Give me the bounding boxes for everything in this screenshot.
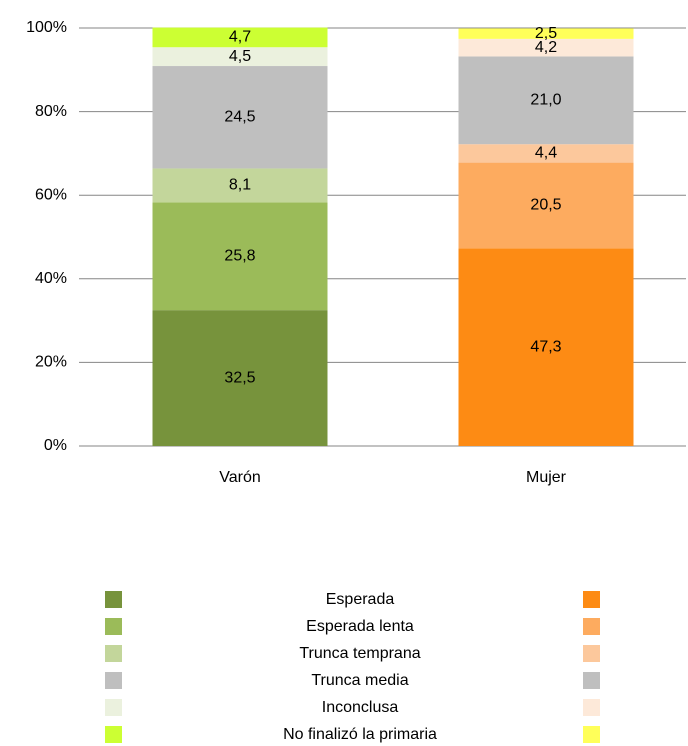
bar-segment — [458, 38, 634, 57]
legend-label: Inconclusa — [322, 699, 399, 716]
value-label: 8,1 — [229, 177, 251, 194]
bar-segment — [458, 28, 634, 39]
value-label: 4,4 — [535, 145, 557, 162]
value-label: 2,5 — [535, 25, 557, 42]
bar-segment — [458, 144, 634, 163]
y-tick-label: 100% — [26, 19, 67, 36]
bar-segment — [152, 66, 328, 169]
bar-segment — [152, 310, 328, 446]
bar-segment — [458, 56, 634, 145]
legend-label: Esperada — [326, 591, 395, 608]
y-tick-label: 40% — [35, 270, 67, 287]
value-label: 32,5 — [224, 369, 255, 386]
bar-segment — [152, 202, 328, 311]
value-label: 21,0 — [530, 92, 561, 109]
legend-swatch — [583, 726, 600, 743]
y-tick-label: 60% — [35, 186, 67, 203]
value-label: 24,5 — [224, 108, 255, 125]
x-tick-label: Mujer — [526, 469, 567, 486]
legend-swatch — [105, 672, 122, 689]
y-tick-label: 80% — [35, 103, 67, 120]
y-tick-label: 20% — [35, 354, 67, 371]
bar-segment — [152, 47, 328, 67]
value-label: 4,5 — [229, 48, 251, 65]
legend-label: Trunca media — [311, 672, 408, 689]
legend-label: Esperada lenta — [306, 618, 414, 635]
legend-swatch — [583, 645, 600, 662]
legend-swatch — [583, 591, 600, 608]
value-label: 4,2 — [535, 39, 557, 56]
legend-swatch — [583, 699, 600, 716]
legend-label: No finalizó la primaria — [283, 726, 437, 743]
bar-segment — [458, 162, 634, 249]
bar-segment — [458, 248, 634, 446]
legend-label: Trunca temprana — [299, 645, 420, 662]
legend-swatch — [105, 645, 122, 662]
value-label: 4,7 — [229, 29, 251, 46]
bar-segment — [152, 27, 328, 48]
y-tick-label: 0% — [44, 437, 67, 454]
value-label: 25,8 — [224, 247, 255, 264]
legend-swatch — [105, 591, 122, 608]
legend-swatch — [105, 618, 122, 635]
value-label: 20,5 — [530, 197, 561, 214]
legend-swatch — [105, 699, 122, 716]
x-tick-label: Varón — [219, 469, 261, 486]
legend-swatch — [105, 726, 122, 743]
legend-swatch — [583, 618, 600, 635]
legend-swatch — [583, 672, 600, 689]
bar-segment — [152, 168, 328, 203]
value-label: 47,3 — [530, 338, 561, 355]
